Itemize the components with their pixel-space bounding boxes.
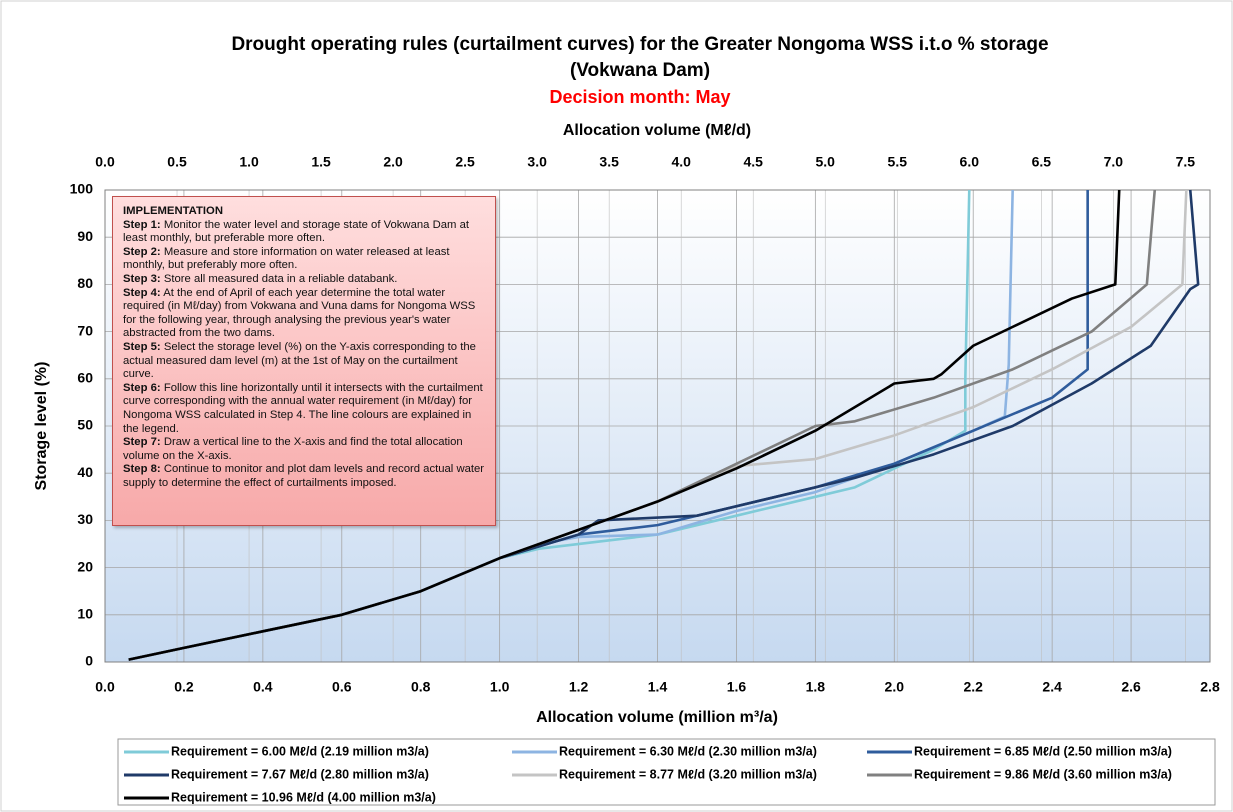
step-text: At the end of April of each year determi… — [123, 286, 476, 340]
y-tick-label: 20 — [77, 558, 93, 574]
legend-label: Requirement = 8.77 Mℓ/d (3.20 million m3… — [559, 767, 817, 781]
annotation-heading: IMPLEMENTATION — [123, 205, 223, 217]
annotation-step: Step 8: Continue to monitor and plot dam… — [123, 463, 489, 490]
step-label: Step 7: — [123, 436, 161, 449]
x2-tick-label: 4.5 — [743, 154, 763, 170]
x2-tick-label: 3.0 — [527, 154, 547, 170]
step-label: Step 1: — [123, 218, 161, 231]
y-tick-label: 70 — [77, 322, 93, 338]
legend-label: Requirement = 6.85 Mℓ/d (2.50 million m3… — [914, 744, 1172, 758]
y-tick-label: 10 — [77, 606, 93, 622]
step-label: Step 5: — [123, 340, 161, 353]
annotation-step: Step 6: Follow this line horizontally un… — [123, 382, 489, 436]
annotation-step: Step 2: Measure and store information on… — [123, 246, 489, 273]
y-tick-label: 90 — [77, 228, 93, 244]
y-tick-label: 30 — [77, 511, 93, 527]
x2-tick-label: 5.0 — [816, 154, 836, 170]
x-tick-label: 2.2 — [963, 679, 983, 695]
step-text: Measure and store information on water r… — [123, 245, 450, 272]
legend-label: Requirement = 9.86 Mℓ/d (3.60 million m3… — [914, 767, 1172, 781]
x2-tick-label: 6.5 — [1032, 154, 1052, 170]
y-tick-label: 40 — [77, 464, 93, 480]
x-tick-label: 2.8 — [1200, 679, 1220, 695]
plot-frame — [104, 189, 1211, 663]
step-text: Store all measured data in a reliable da… — [163, 272, 398, 285]
y-tick-label: 80 — [77, 275, 93, 291]
y-tick-label: 100 — [70, 181, 94, 197]
x-tick-label: 0.8 — [411, 679, 431, 695]
chart-title: (Vokwana Dam) — [570, 60, 710, 81]
y-tick-label: 50 — [77, 417, 93, 433]
legend-label: Requirement = 7.67 Mℓ/d (2.80 million m3… — [171, 767, 429, 781]
chart-title: Drought operating rules (curtailment cur… — [231, 34, 1048, 55]
x2-tick-label: 7.5 — [1176, 154, 1196, 170]
x2-tick-label: 1.5 — [311, 154, 331, 170]
step-text: Draw a vertical line to the X-axis and f… — [123, 436, 463, 462]
x2-tick-label: 7.0 — [1104, 154, 1124, 170]
chart-subtitle: Decision month: May — [549, 87, 730, 107]
step-label: Step 3: — [123, 272, 161, 285]
x2-tick-label: 1.0 — [239, 154, 259, 170]
x-tick-label: 0.6 — [332, 679, 352, 695]
annotation-step: Step 3: Store all measured data in a rel… — [123, 273, 489, 287]
x-tick-label: 2.0 — [885, 679, 905, 695]
annotation-line: IMPLEMENTATION — [123, 205, 489, 219]
legend-label: Requirement = 6.00 Mℓ/d (2.19 million m3… — [171, 744, 429, 758]
x-axis-label: Allocation volume (million m³/a) — [536, 709, 778, 726]
annotation-step: Step 7: Draw a vertical line to the X-ax… — [123, 436, 489, 463]
x-tick-label: 2.4 — [1042, 679, 1062, 695]
x2-tick-label: 6.0 — [960, 154, 980, 170]
x2-tick-label: 2.0 — [383, 154, 403, 170]
x-tick-label: 1.4 — [648, 679, 668, 695]
legend-label: Requirement = 6.30 Mℓ/d (2.30 million m3… — [559, 744, 817, 758]
step-text: Select the storage level (%) on the Y-ax… — [123, 340, 476, 381]
x-tick-label: 1.0 — [490, 679, 510, 695]
step-label: Step 2: — [123, 245, 161, 258]
x2-tick-label: 4.0 — [671, 154, 691, 170]
annotation-step: Step 4: At the end of April of each year… — [123, 287, 489, 341]
annotation-box: IMPLEMENTATION Step 1: Monitor the water … — [112, 196, 496, 526]
x2-tick-label: 0.5 — [167, 154, 187, 170]
y-tick-label: 0 — [85, 653, 93, 669]
x2-tick-label: 5.5 — [888, 154, 908, 170]
x-tick-label: 2.6 — [1121, 679, 1141, 695]
x-tick-label: 0.0 — [95, 679, 115, 695]
x2-tick-label: 0.0 — [95, 154, 115, 170]
legend-label: Requirement = 10.96 Mℓ/d (4.00 million m… — [171, 790, 436, 804]
step-label: Step 6: — [123, 381, 161, 394]
step-label: Step 4: — [123, 286, 161, 299]
y-tick-label: 60 — [77, 370, 93, 386]
annotation-step: Step 1: Monitor the water level and stor… — [123, 219, 489, 246]
step-label: Step 8: — [123, 463, 161, 476]
y-axis-label: Storage level (%) — [33, 362, 50, 491]
x2-tick-label: 3.5 — [599, 154, 619, 170]
x2-axis-label: Allocation volume (Mℓ/d) — [563, 122, 751, 139]
x2-tick-label: 2.5 — [455, 154, 475, 170]
x-tick-label: 1.6 — [727, 679, 747, 695]
x-tick-label: 1.2 — [569, 679, 589, 695]
step-text: Continue to monitor and plot dam levels … — [123, 463, 485, 489]
curtailment-line — [128, 189, 1121, 661]
legend-box — [117, 738, 1216, 806]
annotation-step: Step 5: Select the storage level (%) on … — [123, 341, 489, 382]
x-tick-label: 0.4 — [253, 679, 273, 695]
step-text: Follow this line horizontally until it i… — [123, 381, 483, 435]
x-tick-label: 1.8 — [806, 679, 826, 695]
x-tick-label: 0.2 — [174, 679, 194, 695]
step-text: Monitor the water level and storage stat… — [123, 218, 469, 245]
